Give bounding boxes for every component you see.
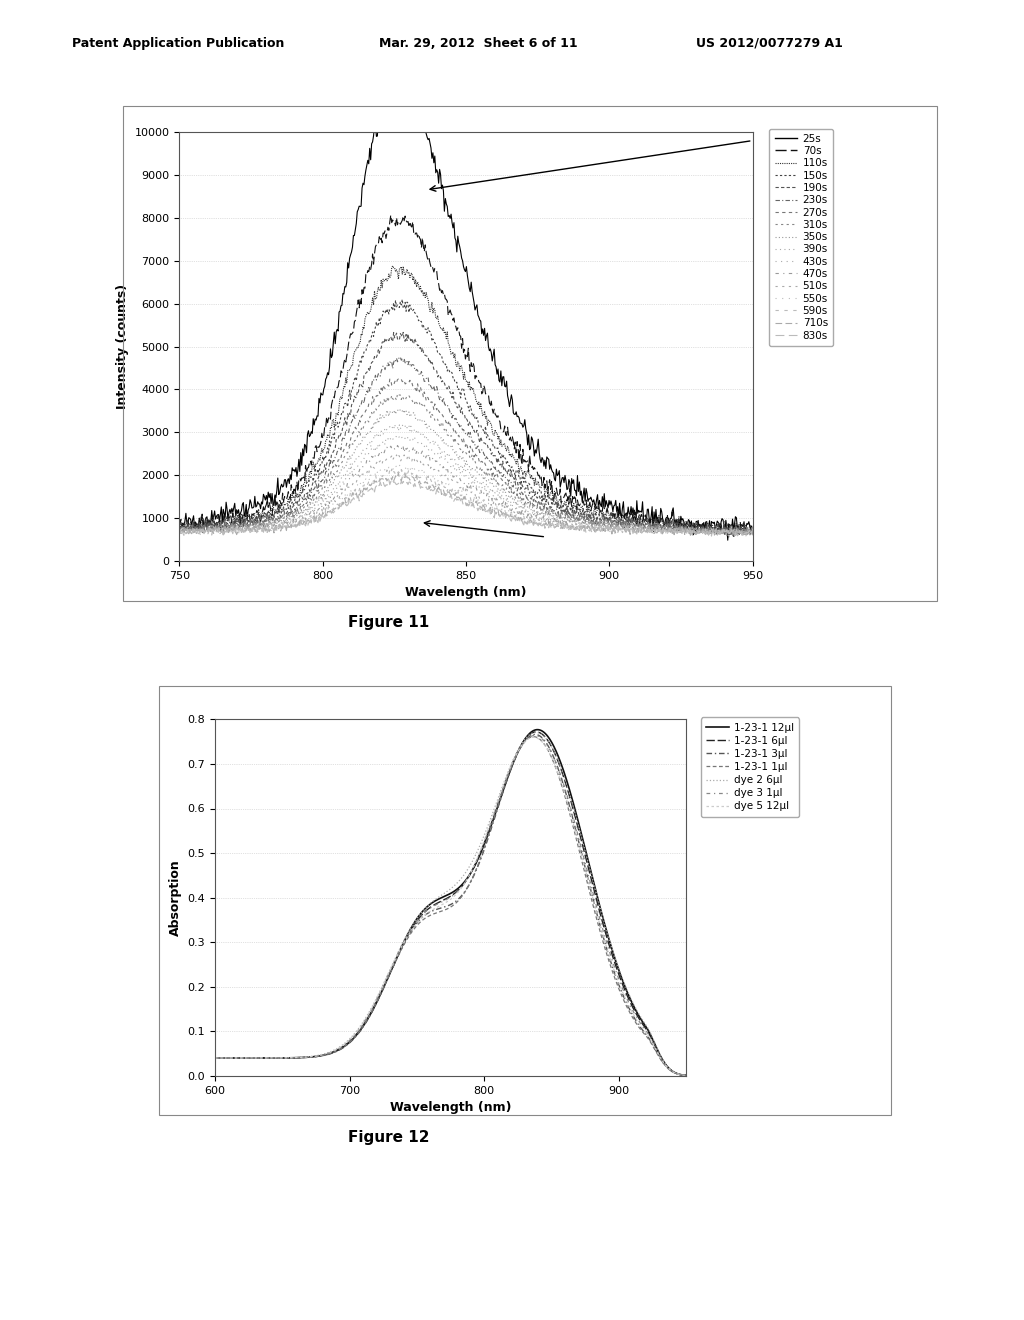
Y-axis label: Intensity (counts): Intensity (counts) — [116, 284, 129, 409]
X-axis label: Wavelength (nm): Wavelength (nm) — [406, 586, 526, 599]
Text: Mar. 29, 2012  Sheet 6 of 11: Mar. 29, 2012 Sheet 6 of 11 — [379, 37, 578, 50]
Y-axis label: Absorption: Absorption — [169, 859, 182, 936]
Text: Figure 11: Figure 11 — [348, 615, 430, 630]
Legend: 25s, 70s, 110s, 150s, 190s, 230s, 270s, 310s, 350s, 390s, 430s, 470s, 510s, 550s: 25s, 70s, 110s, 150s, 190s, 230s, 270s, … — [769, 128, 834, 346]
Text: Patent Application Publication: Patent Application Publication — [72, 37, 284, 50]
X-axis label: Wavelength (nm): Wavelength (nm) — [390, 1101, 511, 1114]
Legend: 1-23-1 12μl, 1-23-1 6μl, 1-23-1 3μl, 1-23-1 1μl, dye 2 6μl, dye 3 1μl, dye 5 12μ: 1-23-1 12μl, 1-23-1 6μl, 1-23-1 3μl, 1-2… — [700, 718, 800, 817]
Text: Figure 12: Figure 12 — [348, 1130, 430, 1144]
Text: US 2012/0077279 A1: US 2012/0077279 A1 — [696, 37, 843, 50]
